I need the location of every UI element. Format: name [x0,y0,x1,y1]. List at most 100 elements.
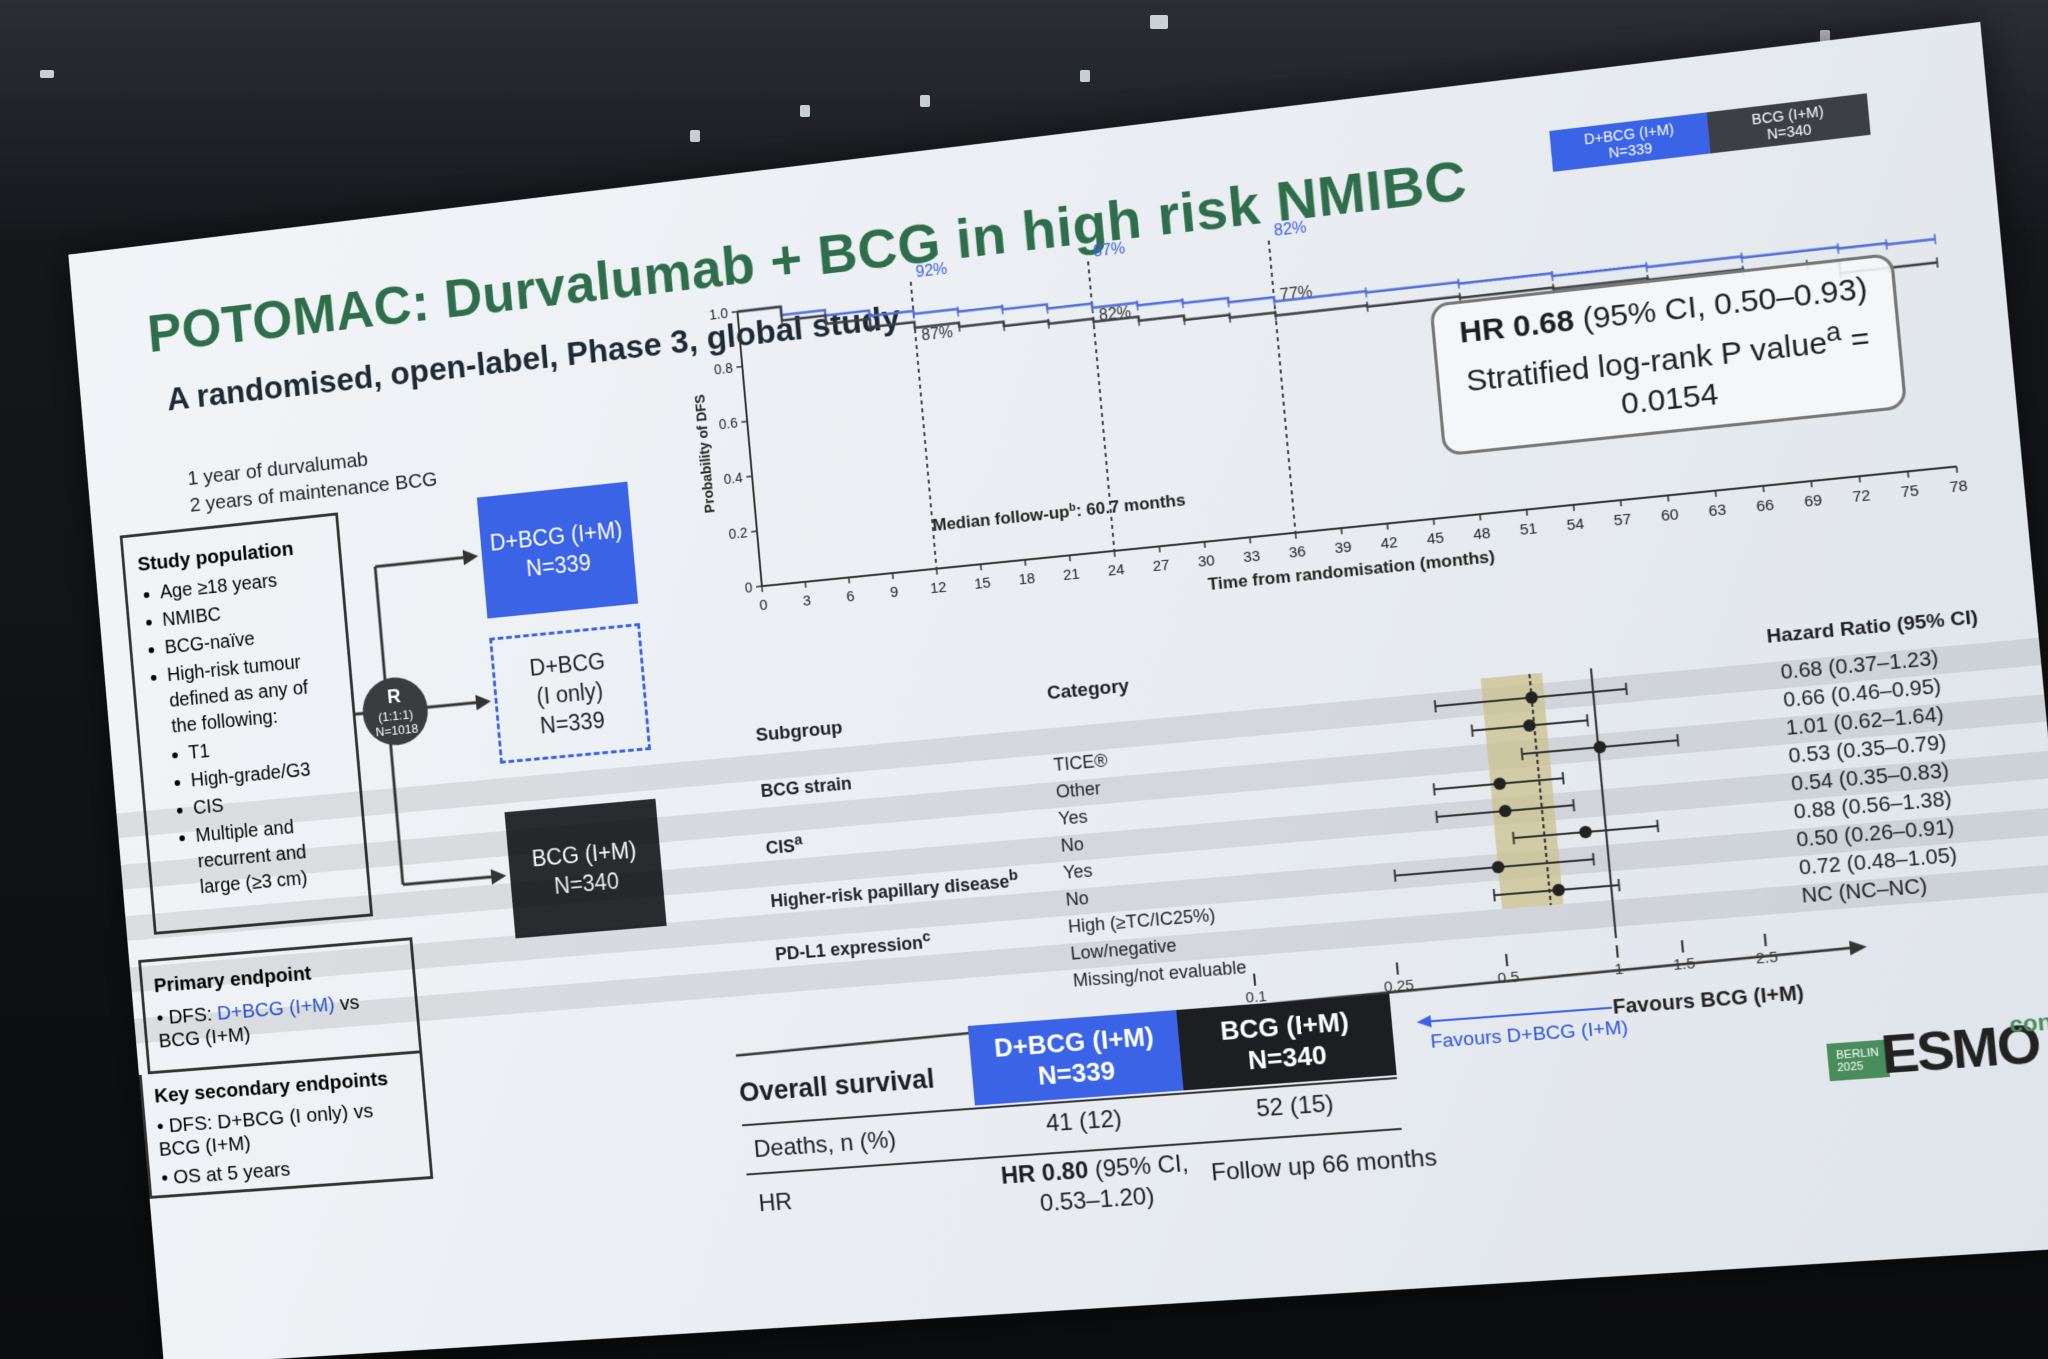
x-tick [1811,481,1812,487]
ci-cap [1587,714,1588,726]
arm-durvalumab-bcg-im: D+BCG (I+M) N=339 [476,481,639,619]
y-tick [746,476,752,477]
forest-tick [1765,934,1766,946]
x-tick-label: 33 [1243,548,1261,566]
x-tick [1070,555,1071,561]
y-tick [751,531,757,532]
forest-tick-label: 2.5 [1755,949,1779,968]
os-col2-label: BCG (I+M) [1219,1006,1351,1047]
x-tick [981,564,982,570]
censor-mark [957,307,958,317]
x-tick-label: 21 [1062,566,1080,584]
ceiling-light [800,105,810,117]
legend-bcg: BCG (I+M) N=340 [1706,93,1871,154]
hr-point [1578,825,1593,839]
ci-cap [1494,889,1495,901]
censor-mark [870,322,871,332]
censor-mark [1275,310,1276,320]
x-tick [1908,471,1909,477]
ci-cap [1593,853,1594,865]
censor-mark [1886,239,1887,249]
landmark-top-label: 92% [915,260,948,281]
x-tick-label: 6 [846,589,856,606]
esmo-year: 2025 [1836,1060,1865,1075]
ci-cap [1563,772,1564,784]
hr-point [1593,740,1607,754]
population-item: High-risk tumour defined as any of the f… [166,646,340,740]
secondary-endpoints-box: Key secondary endpoints • DFS: D+BCG (I … [138,1053,434,1199]
y-tick-label: 0 [744,580,753,596]
y-axis-title: Probability of DFS [692,394,717,514]
x-tick-label: 15 [974,575,992,593]
x-tick-label: 54 [1566,516,1585,535]
landmark-top-label: 82% [1273,219,1307,240]
x-tick [1434,519,1435,525]
y-tick-label: 0.8 [713,360,733,377]
hr-eq: = [1840,321,1872,359]
ci-cap [1434,783,1435,795]
x-tick-label: 72 [1852,487,1872,506]
x-tick [1295,533,1296,539]
censor-mark [1274,296,1275,306]
censor-mark [1458,279,1459,289]
censor-mark [1741,253,1742,263]
forest-tick [1254,974,1255,986]
censor-mark [1048,319,1049,329]
median-followup-label: Median follow-upb: 60.7 months [932,490,1186,535]
ci-cap [1394,870,1395,882]
ci-cap [1435,700,1436,712]
x-tick [1205,542,1206,548]
x-tick-label: 75 [1900,483,1920,502]
forest-tick-label: 0.25 [1383,977,1414,996]
ci-cap [1521,748,1522,760]
os-col2-header: BCG (I+M) N=340 [1176,993,1397,1091]
ci-cap [1677,734,1678,746]
censor-mark [1045,303,1048,314]
x-tick [1715,491,1716,497]
x-tick [937,569,938,575]
x-tick [1341,528,1342,534]
forest-tick [1397,962,1398,974]
os-col2-n: N=340 [1246,1039,1328,1076]
os-col1-n: N=339 [1036,1055,1117,1091]
x-tick [1159,546,1160,552]
censor-mark [1184,315,1185,325]
ceiling-light [690,130,700,142]
censor-mark [1138,316,1139,326]
forest-tick [1682,940,1683,952]
x-tick [1250,537,1251,543]
x-tick-label: 60 [1660,507,1679,526]
censor-mark [1228,297,1229,307]
x-tick [893,573,894,579]
censor-mark [914,323,915,333]
censor-mark [1937,257,1938,267]
os-title: Overall survival [737,1063,936,1108]
y-tick-label: 0.6 [718,415,738,432]
landmark-top-label: 87% [1092,240,1126,261]
censor-mark [826,319,827,329]
x-tick-label: 24 [1107,562,1125,580]
os-col1-header: D+BCG (I+M) N=339 [967,1010,1184,1106]
ci-cap [1626,683,1627,695]
favours-right-label: Favours BCG (I+M) [1612,981,1805,1019]
x-tick [1668,495,1669,501]
censor-mark [1935,234,1936,244]
ceiling-light [1150,15,1168,29]
os-deaths-label: Deaths, n (%) [752,1126,898,1164]
censor-mark [959,322,960,332]
secondary-text: DFS: D+BCG (I only) vs BCG (I+M) [158,1099,374,1161]
x-tick [1621,500,1622,506]
favours-left-label: Favours D+BCG (I+M) [1429,1015,1629,1052]
censor-mark [1002,304,1003,314]
censor-mark [1229,313,1230,323]
ci-cap [1618,879,1619,891]
x-tick-label: 48 [1472,525,1491,543]
x-tick-label: 42 [1380,534,1399,552]
censor-mark [1366,288,1367,298]
secondary-text: OS at 5 years [172,1158,292,1189]
forest-tick [1506,954,1507,966]
forest-tick [1617,945,1618,957]
ceiling-light [1820,30,1830,42]
censor-mark [1182,298,1183,308]
